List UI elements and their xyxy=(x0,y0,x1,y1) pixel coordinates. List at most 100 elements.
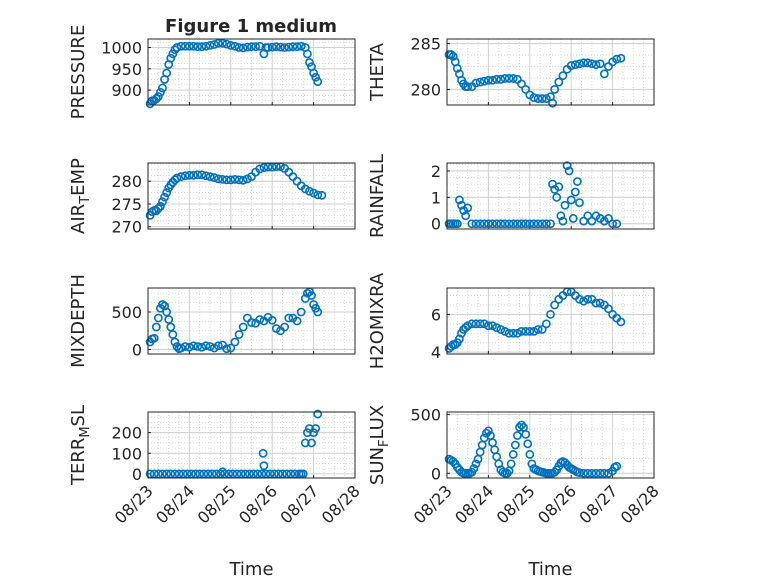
data-point xyxy=(475,319,485,329)
data-point xyxy=(463,203,473,213)
data-point xyxy=(467,319,477,329)
data-point xyxy=(554,182,564,192)
data-point xyxy=(180,171,190,181)
data-point xyxy=(587,216,597,226)
data-point xyxy=(218,174,227,184)
data-point xyxy=(504,74,514,83)
data-point xyxy=(201,171,211,181)
data-point xyxy=(506,459,516,469)
data-point xyxy=(504,328,514,338)
data-point xyxy=(193,342,203,351)
data-point xyxy=(247,42,256,52)
y-tick-label: 6 xyxy=(431,305,441,324)
data-point xyxy=(313,307,323,317)
data-point xyxy=(568,214,578,223)
x-tick-label: 08/28 xyxy=(617,481,663,527)
data-point xyxy=(288,42,298,52)
data-point xyxy=(471,219,481,229)
subplot-air: 270 275 280 AIRTEMP xyxy=(68,158,356,237)
data-point xyxy=(587,468,597,478)
data-point xyxy=(290,469,300,479)
x-tick-label: 08/27 xyxy=(276,481,322,527)
x-tick-label: 08/23 xyxy=(111,481,157,527)
data-point xyxy=(492,323,502,332)
data-point xyxy=(193,42,203,52)
data-point xyxy=(164,315,174,324)
data-point xyxy=(583,58,593,68)
data-point xyxy=(226,40,236,50)
data-point xyxy=(479,319,489,329)
data-point xyxy=(608,219,617,229)
y-tick-label: 2 xyxy=(431,162,441,181)
data-point xyxy=(162,68,172,78)
data-point xyxy=(166,322,176,332)
data-point xyxy=(558,216,568,226)
y-tick-label: 275 xyxy=(111,195,142,214)
axes-box xyxy=(446,287,655,355)
data-point xyxy=(156,87,165,97)
data-point xyxy=(195,469,205,479)
data-point xyxy=(292,316,302,326)
data-point xyxy=(604,304,613,314)
data-point xyxy=(595,298,605,308)
x-tick-label: 08/26 xyxy=(235,481,281,527)
data-point xyxy=(496,325,506,334)
data-point xyxy=(296,307,306,317)
data-point xyxy=(280,43,290,52)
y-axis-label: MIXDEPTH xyxy=(68,274,89,368)
data-point xyxy=(525,326,535,336)
data-point xyxy=(575,59,584,69)
data-point xyxy=(512,219,522,229)
data-point xyxy=(502,468,512,478)
data-point xyxy=(612,54,622,64)
data-point xyxy=(612,219,622,229)
y-tick-label: 100 xyxy=(111,444,142,463)
data-point xyxy=(512,328,522,338)
data-point xyxy=(313,409,323,419)
data-point xyxy=(207,469,217,479)
data-point xyxy=(274,469,283,479)
data-point xyxy=(259,461,269,471)
data-point xyxy=(209,173,219,182)
data-point xyxy=(570,60,580,70)
data-point xyxy=(257,469,267,479)
data-point xyxy=(263,43,273,52)
data-point xyxy=(153,92,163,101)
data-point xyxy=(242,42,252,52)
x-tick-label: 08/24 xyxy=(451,481,497,527)
data-point xyxy=(224,469,234,479)
data-point xyxy=(313,190,323,200)
data-point xyxy=(151,94,161,104)
data-point xyxy=(591,468,601,478)
data-point xyxy=(174,469,184,479)
data-point xyxy=(234,43,244,52)
axes-box xyxy=(446,38,655,106)
data-point xyxy=(213,174,223,184)
x-tick-label: 08/25 xyxy=(194,481,240,527)
data-point xyxy=(521,326,531,336)
data-point xyxy=(170,469,180,479)
data-point xyxy=(230,174,240,184)
data-point xyxy=(575,468,584,478)
data-point xyxy=(529,219,539,229)
x-tick-label: 08/23 xyxy=(410,481,456,527)
data-point xyxy=(452,219,462,229)
data-point xyxy=(591,298,601,308)
data-point xyxy=(162,188,172,197)
data-point xyxy=(517,219,526,229)
y-tick-label: 0 xyxy=(132,341,142,360)
y-axis-label: H2OMIXRA xyxy=(367,272,388,369)
data-point xyxy=(226,343,236,353)
data-point xyxy=(168,49,178,59)
data-point xyxy=(591,60,601,70)
subplot-rainfall: 0 1 2 RAINFALL xyxy=(367,154,655,238)
axes-box xyxy=(147,38,356,106)
data-point xyxy=(286,469,296,479)
data-point xyxy=(158,83,167,93)
data-point xyxy=(548,98,557,108)
data-point xyxy=(247,318,256,327)
data-point xyxy=(240,469,250,479)
data-point xyxy=(189,41,198,51)
data-point xyxy=(562,161,572,171)
data-point xyxy=(541,94,551,103)
